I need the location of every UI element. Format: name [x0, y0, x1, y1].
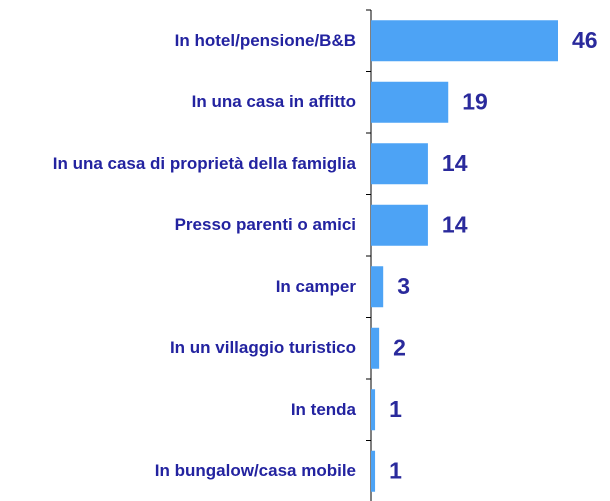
value-label: 2 — [393, 334, 406, 360]
value-label: 3 — [397, 273, 410, 299]
bar — [371, 143, 428, 185]
category-label: Presso parenti o amici — [174, 215, 356, 235]
value-label: 46 — [572, 27, 598, 53]
bar — [371, 450, 376, 492]
category-label: In bungalow/casa mobile — [154, 461, 356, 481]
bar — [371, 20, 558, 62]
category-label: In una casa in affitto — [191, 92, 356, 112]
value-label: 19 — [462, 88, 488, 114]
value-label: 1 — [389, 457, 402, 483]
category-label: In una casa di proprietà della famiglia — [52, 153, 356, 173]
category-label: In tenda — [290, 399, 356, 419]
value-label: 14 — [442, 150, 468, 176]
bar — [371, 81, 449, 123]
category-label: In hotel/pensione/B&B — [174, 30, 356, 50]
value-label: 14 — [442, 211, 468, 237]
bar — [371, 266, 384, 308]
bar — [371, 389, 376, 431]
category-label: In un villaggio turistico — [169, 338, 356, 358]
bar — [371, 204, 428, 246]
bar — [371, 327, 380, 369]
category-label: In camper — [275, 276, 356, 296]
value-label: 1 — [389, 396, 402, 422]
